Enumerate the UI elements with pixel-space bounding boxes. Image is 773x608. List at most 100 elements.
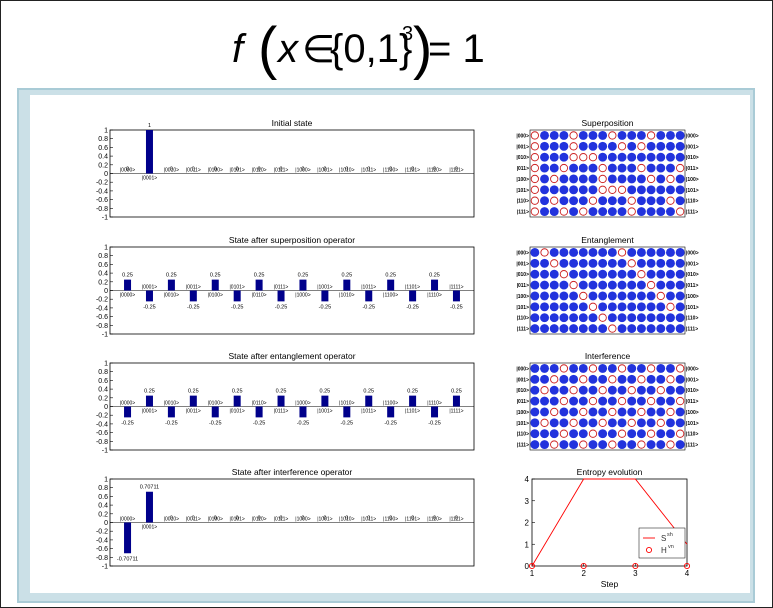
x-axis-label: Step bbox=[601, 579, 619, 589]
heatmap-cell bbox=[540, 280, 549, 290]
heatmap-cell bbox=[530, 440, 540, 450]
row-label-left: |001> bbox=[516, 144, 529, 150]
heatmap-cell bbox=[530, 153, 539, 162]
y-tick-label: -0.4 bbox=[96, 421, 108, 428]
value-label: -0.25 bbox=[209, 420, 222, 426]
heatmap-cell bbox=[569, 258, 579, 268]
y-tick-label: 3 bbox=[525, 497, 530, 506]
series-marker bbox=[528, 562, 536, 570]
heatmap-cell bbox=[569, 302, 579, 312]
heatmap-cell bbox=[530, 363, 540, 373]
heatmap-cell bbox=[578, 196, 588, 206]
heatmap-cell bbox=[549, 418, 559, 428]
row-label-right: |110> bbox=[686, 316, 698, 322]
y-tick-label: 1 bbox=[104, 477, 108, 484]
heatmap-cell bbox=[636, 174, 646, 184]
heatmap-cell bbox=[588, 364, 598, 373]
bar bbox=[167, 279, 175, 291]
heatmap-cell bbox=[675, 174, 685, 184]
series-line bbox=[531, 478, 688, 567]
heatmap-cell bbox=[549, 130, 559, 140]
value-label: -0.25 bbox=[143, 304, 156, 310]
heatmap-cell bbox=[569, 429, 579, 439]
y-tick-label: 0 bbox=[104, 171, 108, 178]
heatmap-cell bbox=[607, 313, 617, 323]
legend-label-h: H bbox=[661, 546, 667, 555]
heatmap-cell bbox=[598, 291, 608, 301]
y-tick-label: 0.8 bbox=[98, 369, 108, 376]
value-label: 0.25 bbox=[363, 389, 374, 395]
heatmap-cell bbox=[617, 152, 627, 162]
heatmap-cell bbox=[627, 440, 637, 450]
heatmap-cell bbox=[588, 440, 598, 450]
heatmap-cell bbox=[656, 418, 665, 427]
y-tick-label: -1 bbox=[102, 448, 108, 455]
row-label-left: |011> bbox=[517, 399, 529, 405]
chart-title: Superposition bbox=[582, 118, 634, 128]
heatmap-cell bbox=[646, 407, 656, 417]
heatmap-cell bbox=[559, 302, 569, 312]
legend-box bbox=[638, 527, 686, 559]
heatmap-cell bbox=[636, 152, 646, 162]
heatmap-cell bbox=[540, 152, 549, 162]
heatmap-cell bbox=[569, 185, 579, 195]
heatmap-cell bbox=[656, 396, 666, 406]
heatmap-cell bbox=[666, 407, 675, 417]
y-tick-label: -0.6 bbox=[96, 546, 108, 553]
heatmap-cell bbox=[617, 130, 627, 140]
heatmap-cell bbox=[656, 291, 665, 301]
heatmap-cell bbox=[675, 385, 685, 395]
category-label: |1010> bbox=[339, 517, 354, 523]
row-label-left: |111> bbox=[517, 210, 529, 216]
row-label-left: |001> bbox=[516, 377, 529, 383]
heatmap-cell bbox=[549, 324, 559, 334]
row-label-right: |001> bbox=[686, 377, 699, 383]
heatmap-cell bbox=[549, 141, 559, 151]
heatmap-cell bbox=[598, 374, 608, 384]
heatmap-cell bbox=[588, 247, 598, 257]
y-tick-label: 0.6 bbox=[98, 145, 108, 152]
bar bbox=[189, 395, 197, 407]
category-label: |1001> bbox=[317, 517, 332, 523]
heatmap-cell bbox=[578, 185, 588, 195]
heatmap-cell bbox=[588, 185, 598, 195]
value-label: 0.25 bbox=[341, 273, 352, 279]
heatmap-cell bbox=[588, 141, 598, 151]
value-label: -0.25 bbox=[275, 304, 288, 310]
bar bbox=[409, 395, 417, 407]
bar bbox=[255, 279, 263, 291]
heatmap-cell bbox=[607, 196, 617, 206]
heatmap-cell bbox=[627, 302, 637, 312]
y-tick-label: 0.2 bbox=[98, 279, 108, 286]
heatmap-cell bbox=[607, 163, 617, 173]
heatmap-cell bbox=[530, 174, 539, 184]
bar bbox=[167, 406, 175, 418]
heatmap-cell bbox=[636, 302, 646, 312]
heatmap-cell bbox=[578, 396, 588, 406]
row-label-left: |111> bbox=[517, 327, 529, 333]
heatmap-cell bbox=[637, 375, 646, 384]
heatmap-cell bbox=[607, 363, 617, 373]
heatmap-cell bbox=[598, 429, 608, 439]
heatmap-cell bbox=[627, 280, 637, 290]
series-marker bbox=[632, 562, 639, 570]
value-label: 0.25 bbox=[320, 389, 331, 395]
value-label: 0.25 bbox=[451, 389, 462, 395]
heatmap-cell bbox=[607, 152, 617, 162]
category-label: |1000> bbox=[295, 168, 310, 174]
plots-svg: Initial state-1-0.8-0.6-0.4-0.200.20.40.… bbox=[96, 118, 699, 589]
heatmap-cell bbox=[530, 324, 540, 334]
heatmap-cell bbox=[588, 313, 598, 323]
heatmap-cell bbox=[656, 374, 666, 384]
heatmap-cell bbox=[530, 163, 539, 173]
heatmap-cell bbox=[617, 374, 627, 384]
heatmap-cell bbox=[627, 407, 637, 417]
row-label-left: |000> bbox=[516, 366, 529, 372]
heatmap-cell bbox=[627, 163, 637, 173]
row-label-right: |111> bbox=[686, 210, 698, 216]
heatmap-cell bbox=[540, 396, 549, 406]
x-tick-label: 3 bbox=[633, 569, 638, 578]
heatmap-cell bbox=[559, 280, 569, 290]
heatmap-cell bbox=[636, 247, 646, 257]
heatmap-cell bbox=[549, 163, 559, 173]
